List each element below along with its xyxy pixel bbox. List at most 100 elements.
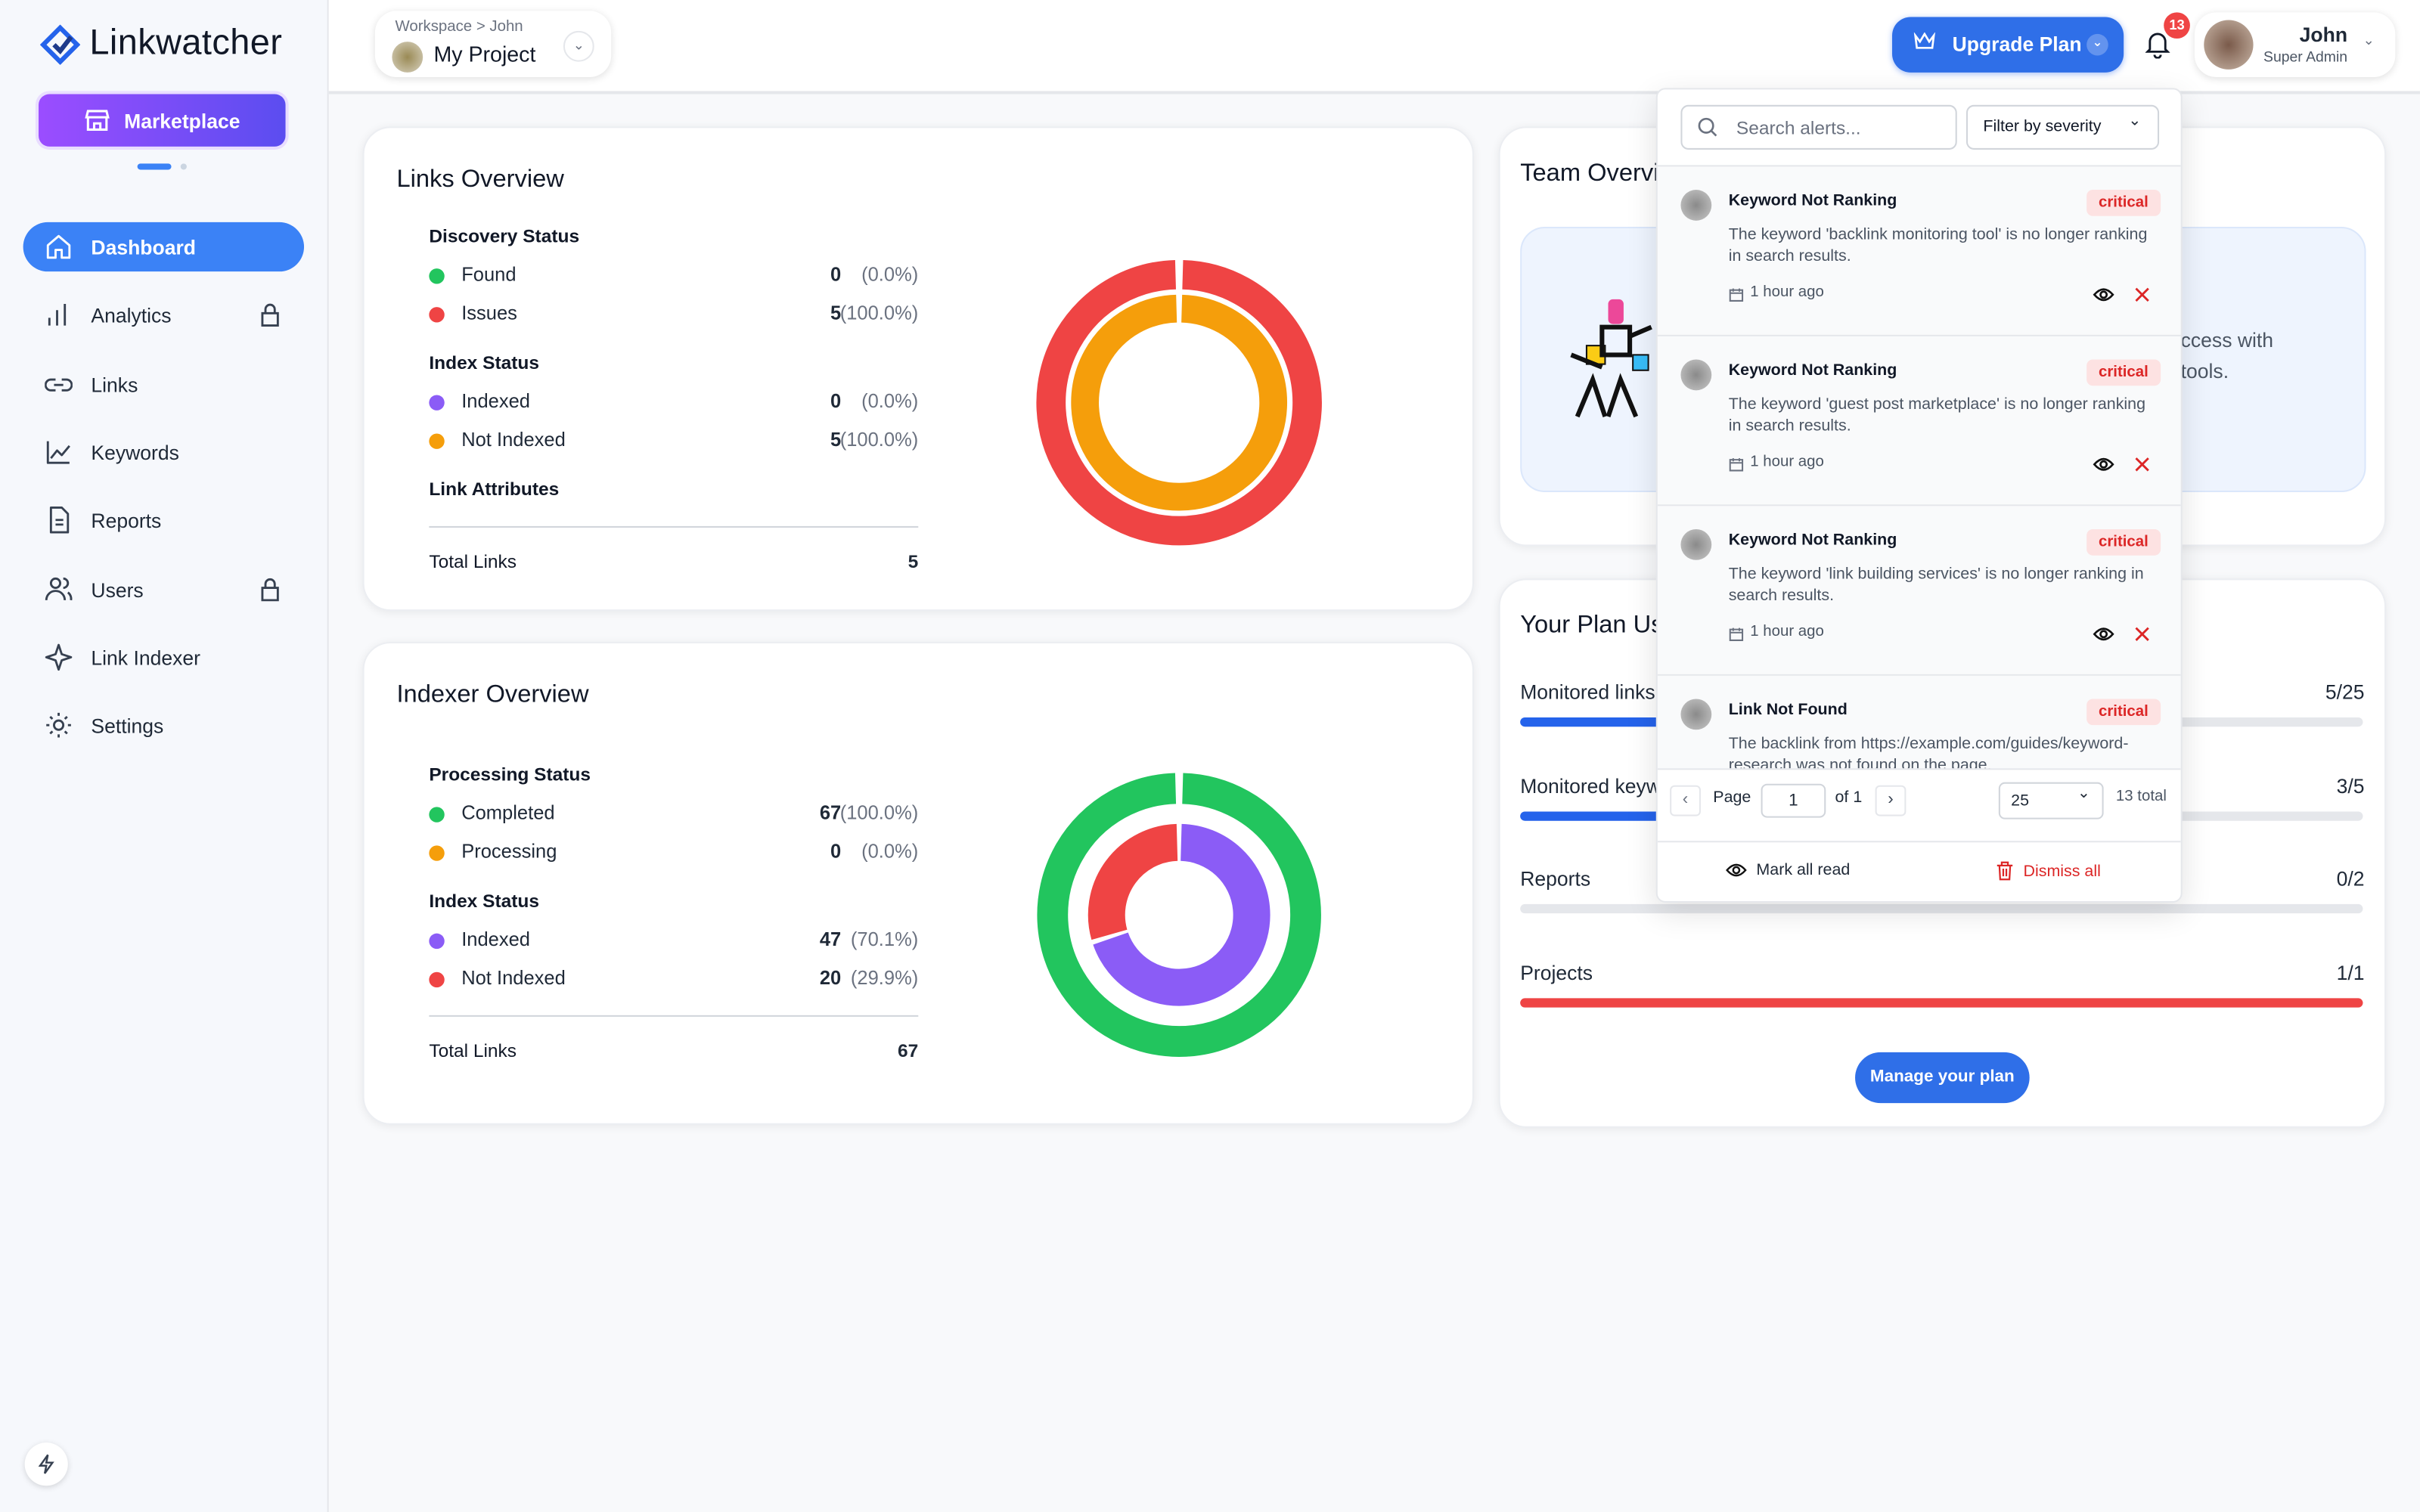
upgrade-button[interactable]: Upgrade Plan ⌄ (1892, 17, 2124, 73)
legend-count: 5 (830, 302, 842, 324)
divider (429, 525, 919, 528)
alert-time: 1 hour ago (1750, 284, 1824, 301)
alert-title: Link Not Found (1728, 700, 1848, 720)
icon-path (2135, 457, 2149, 472)
usage-track (1520, 997, 2363, 1007)
legend-label: Completed (461, 802, 555, 824)
group-title: Index Status (429, 352, 539, 373)
dismiss-icon[interactable] (2134, 287, 2149, 302)
total-value: 67 (898, 1040, 919, 1062)
upgrade-label: Upgrade Plan (1952, 32, 2082, 56)
icon-path (2135, 287, 2149, 302)
usage-label: Projects (1520, 960, 1593, 984)
alert-avatar (1680, 359, 1712, 391)
legend-count: 0 (830, 841, 842, 863)
nav-icon (46, 712, 71, 738)
nav-item[interactable]: Users (23, 565, 304, 614)
alert-message: The backlink from https://example.com/gu… (1728, 734, 2129, 769)
upgrade-chevron: ⌄ (2086, 33, 2108, 56)
group-title: Index Status (429, 890, 539, 912)
filter-label: Filter by severity (1983, 117, 2102, 136)
legend-dot (429, 845, 445, 861)
icon-path (1729, 458, 1744, 472)
alert-time: 1 hour ago (1750, 453, 1824, 471)
bell-icon[interactable] (2145, 31, 2170, 59)
alert-message: The keyword 'link building services' is … (1728, 564, 2144, 605)
group-title: Link Attributes (429, 478, 560, 500)
legend-dot (429, 268, 445, 284)
mark-all-read[interactable]: Mark all read (1726, 861, 1850, 879)
manage-plan-button[interactable]: Manage your plan (1855, 1052, 2030, 1104)
project-selector[interactable]: Workspace > John My Project ⌄ (374, 11, 612, 78)
view-icon[interactable] (2093, 627, 2114, 642)
alert-avatar (1680, 190, 1712, 221)
usage-fill (1520, 997, 2363, 1007)
team-description: ccess with tools. (2181, 326, 2273, 388)
user-menu[interactable]: John Super Admin ⌄ (2195, 12, 2396, 78)
icon-path (46, 234, 71, 259)
nav-item[interactable]: Reports (23, 495, 304, 544)
carousel-dot-active (137, 163, 172, 170)
legend-dot (429, 433, 445, 449)
icon-path (45, 643, 73, 671)
dismiss-icon[interactable] (2134, 457, 2149, 472)
nav-item[interactable]: Keywords (23, 427, 304, 476)
next-page[interactable]: › (1875, 785, 1907, 816)
page-label: Page (1713, 788, 1751, 807)
marketplace-button[interactable]: Marketplace (39, 94, 286, 147)
per-page-value: 25 (2011, 791, 2030, 810)
legend-label: Found (461, 263, 517, 286)
dismiss-all[interactable]: Dismiss all (1996, 861, 2101, 881)
nav-item[interactable]: Dashboard (23, 222, 305, 272)
icon-path (46, 441, 70, 464)
alert-title: Keyword Not Ranking (1728, 531, 1897, 550)
per-page[interactable]: 25 ⌄ (1998, 782, 2104, 820)
alert-message: The keyword 'backlink monitoring tool' i… (1728, 225, 2148, 266)
nav-icon (46, 441, 70, 464)
user-name: John (2299, 23, 2348, 47)
icon-path (48, 304, 67, 326)
nav-item[interactable]: Links (23, 360, 304, 409)
prev-page[interactable]: ‹ (1670, 785, 1701, 816)
project-avatar (392, 42, 424, 73)
legend-count: 20 (819, 967, 842, 990)
team-illustration (1570, 299, 1652, 418)
nav-item[interactable]: Analytics (23, 290, 304, 339)
legend-count: 0 (830, 263, 842, 286)
nav-label: Keywords (91, 440, 179, 464)
carousel-dot (180, 163, 187, 170)
nav-icon (45, 643, 73, 671)
nav-item[interactable]: Link Indexer (23, 633, 304, 682)
alert-item: Keyword Not Ranking critical The keyword '… (1657, 336, 2181, 507)
severity-filter[interactable]: Filter by severity ⌄ (1965, 104, 2160, 150)
calendar-icon (1729, 627, 1744, 641)
divider (1657, 165, 2181, 167)
icon-path (1729, 627, 1744, 641)
page-input[interactable]: 1 (1761, 783, 1826, 818)
usage-value: 1/1 (2336, 960, 2365, 984)
legend-label: Indexed (461, 928, 530, 951)
usage-value: 5/25 (2325, 680, 2365, 704)
search-placeholder: Search alerts... (1736, 117, 1861, 139)
legend-dot (429, 807, 445, 823)
view-icon[interactable] (2093, 287, 2114, 302)
view-icon[interactable] (2093, 457, 2114, 472)
card-title: Links Overview (396, 166, 564, 194)
quick-action[interactable] (24, 1442, 68, 1486)
nav-item[interactable]: Settings (23, 701, 304, 750)
alerts-footer: Mark all read Dismiss all (1657, 841, 2181, 901)
card-title: Indexer Overview (396, 682, 589, 708)
calendar-icon (1729, 288, 1744, 302)
icon-path (49, 506, 70, 534)
alert-avatar (1680, 528, 1712, 560)
legend-dot (429, 933, 445, 950)
nav-icon (45, 577, 73, 601)
nav-icon (48, 304, 67, 326)
legend-label: Indexed (461, 390, 530, 412)
alerts-list: Keyword Not Ranking critical The keyword '… (1657, 166, 2181, 769)
alerts-search[interactable]: Search alerts... (1680, 104, 1957, 150)
dismiss-icon[interactable] (2134, 627, 2149, 642)
legend-label: Processing (461, 841, 557, 863)
